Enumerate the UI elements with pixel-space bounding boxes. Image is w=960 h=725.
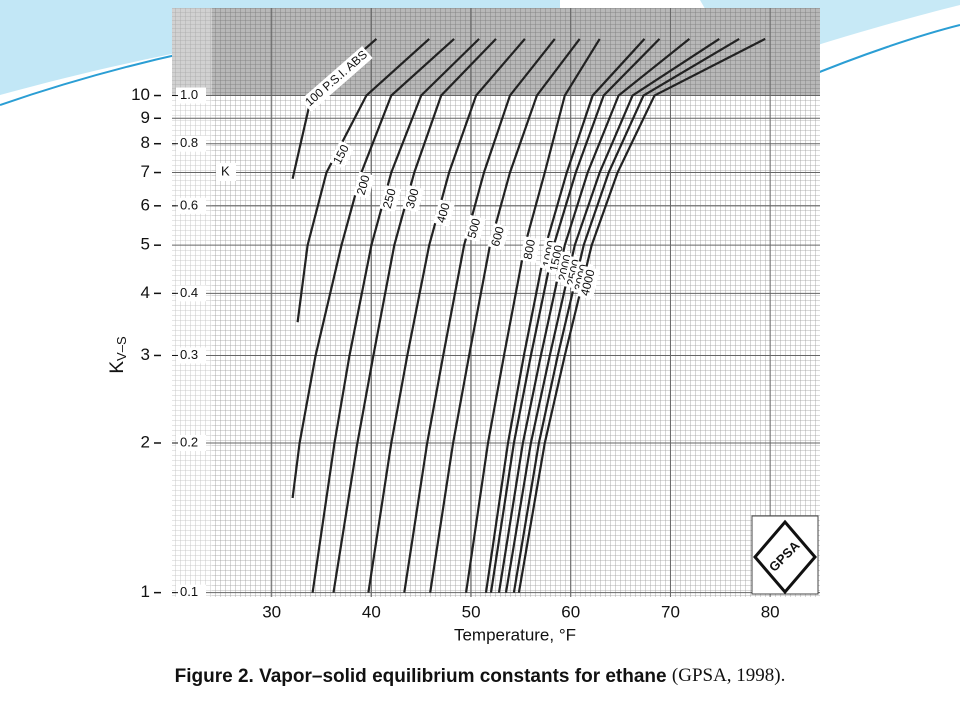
curve	[296, 38, 430, 323]
curve-label-group: 150	[329, 140, 355, 170]
curve-label-group: 250	[379, 185, 402, 213]
y2-tick-box	[176, 434, 206, 451]
curve-label-group: 800	[519, 236, 541, 263]
curve-label: 250	[380, 187, 399, 210]
y2-tick-box	[176, 584, 206, 601]
y-tick-label: 9	[141, 108, 150, 127]
x-tick-label: 40	[362, 602, 381, 621]
curve-label-box	[329, 140, 355, 170]
curve-label-box	[300, 45, 373, 112]
y-tick-label: 10	[131, 85, 150, 104]
y-axis-label: KV–S	[107, 336, 129, 374]
y-tick-label: 5	[141, 235, 150, 254]
y2-tick-box	[176, 135, 206, 152]
y2-axis-label: K	[221, 163, 230, 178]
y2-tick-label: 1.0	[180, 87, 198, 102]
y2-label-box	[216, 163, 236, 181]
x-tick-label: 60	[561, 602, 580, 621]
y2-tick-box	[176, 197, 206, 214]
plot-background-dark	[172, 8, 820, 96]
curve-label-group: 400	[433, 199, 455, 227]
curve-label: 800	[521, 238, 539, 261]
caption: Figure 2. Vapor–solid equilibrium consta…	[175, 665, 786, 687]
y2-tick-label: 0.4	[180, 285, 198, 300]
curve-label-box	[487, 223, 510, 251]
y-tick-label: 3	[141, 345, 150, 364]
x-tick-label: 80	[761, 602, 780, 621]
y2-tick-box	[176, 347, 206, 364]
y-tick-label: 2	[141, 432, 150, 451]
curve-label-group: 600	[487, 223, 510, 251]
curve	[291, 38, 455, 499]
curve	[504, 37, 720, 593]
y2-tick-label: 0.2	[180, 434, 198, 449]
y2-tick-label: 0.3	[180, 347, 198, 362]
plot-background	[172, 8, 820, 597]
plot-area: 30 40 50 60 70 80 1 2 3 4 5 6 7 8 9 10 0.1 0.2 0.3 0.4 0.6 0.…	[131, 8, 820, 621]
y-tick-label: 8	[141, 133, 150, 152]
caption-main: Figure 2. Vapor–solid equilibrium consta…	[175, 666, 667, 687]
curve	[332, 38, 497, 593]
curve-label-group: 300	[402, 185, 424, 213]
y2-tick-label: 0.6	[180, 197, 198, 212]
curve-label: 300	[403, 187, 422, 210]
curve-label-box	[463, 214, 486, 243]
caption-source: (GPSA, 1998).	[672, 665, 785, 686]
curve-label-box	[379, 185, 402, 213]
y-label-strip	[172, 8, 212, 597]
curve-label: 600	[488, 225, 507, 248]
y-axis-label-main: K	[107, 361, 128, 374]
curve	[512, 37, 740, 593]
curve-label-box	[577, 266, 600, 300]
curve	[311, 38, 480, 593]
y2-tick-box	[176, 87, 206, 104]
curve-label: 500	[464, 217, 483, 240]
curve	[497, 38, 691, 593]
curve-label-group: 4000	[577, 266, 600, 300]
curve-label-box	[519, 236, 541, 263]
curve	[367, 38, 526, 593]
curve-label-box	[433, 199, 455, 227]
curve-label-box	[402, 185, 424, 213]
y-tick-label: 1	[141, 582, 150, 601]
curve-label-group: 200	[353, 171, 375, 199]
curve	[403, 38, 556, 593]
x-tick-label: 30	[262, 602, 281, 621]
y-tick-label: 6	[141, 195, 150, 214]
curve-label-box	[353, 171, 375, 199]
y-axis-label-sub: V–S	[114, 336, 129, 361]
curve-label: 200	[354, 173, 373, 196]
curve	[517, 37, 766, 593]
curve-label: 4000	[578, 268, 598, 298]
gpsa-logo: GPSA	[751, 515, 819, 595]
y2-tick-label: 0.1	[180, 584, 198, 599]
y-tick-label: 4	[141, 283, 150, 302]
x-axis-label: Temperature, °F	[454, 625, 576, 644]
curve-label-group: 500	[463, 214, 486, 243]
y2-tick-label: 0.8	[180, 135, 198, 150]
x-tick-label: 70	[661, 602, 680, 621]
curve-label: 400	[434, 201, 453, 224]
x-tick-label: 50	[462, 602, 481, 621]
y-tick-label: 7	[141, 162, 150, 181]
y2-tick-box	[176, 285, 206, 302]
